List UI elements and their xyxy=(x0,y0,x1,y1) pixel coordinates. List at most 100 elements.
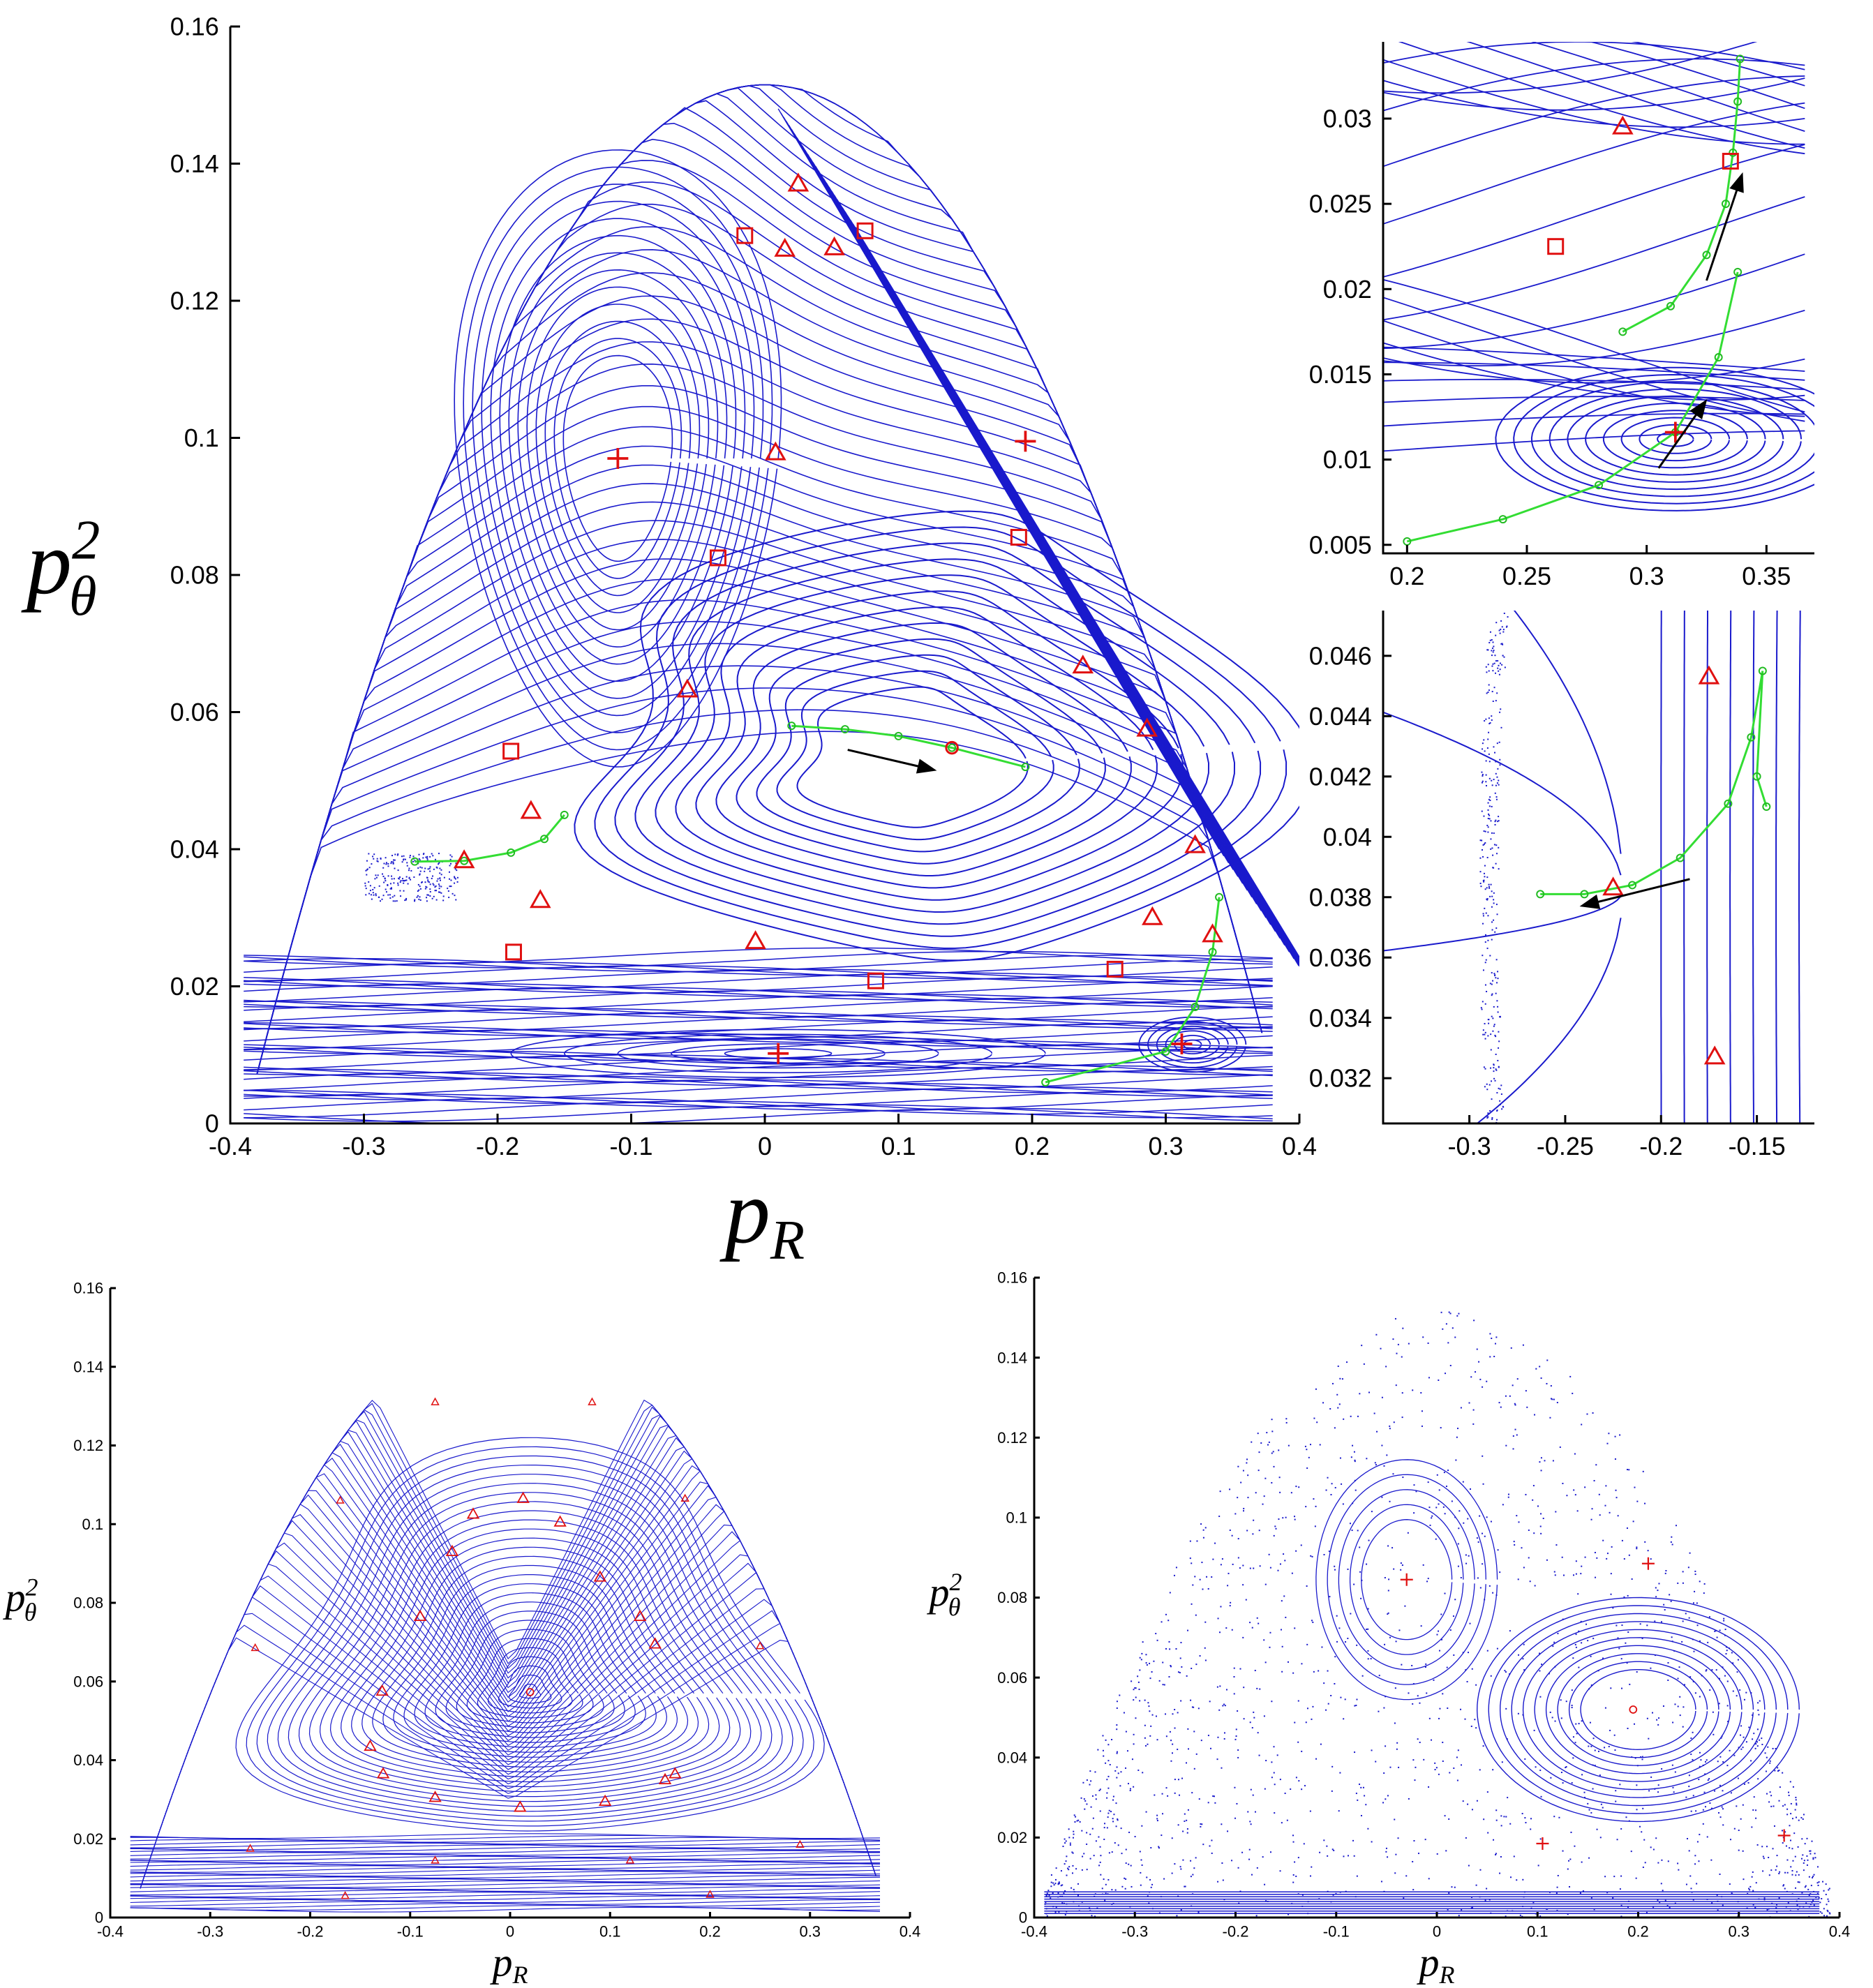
chaos-point xyxy=(1084,1808,1086,1810)
continuation-point xyxy=(1762,802,1771,812)
chaos-point xyxy=(1447,1342,1449,1344)
chaos-point xyxy=(1452,1615,1454,1617)
chaos-point xyxy=(1534,1414,1536,1416)
chaos-point xyxy=(1567,1868,1569,1870)
chaos-point xyxy=(1487,831,1489,833)
chaos-point xyxy=(1495,1036,1497,1038)
chaos-point xyxy=(392,861,394,863)
chaos-point xyxy=(1528,1529,1530,1531)
chaos-point xyxy=(1249,1622,1251,1624)
orbit-loop xyxy=(499,234,737,682)
chaos-point xyxy=(1098,1836,1100,1838)
chaos-point xyxy=(1149,1710,1151,1712)
chaos-point xyxy=(1273,1746,1275,1748)
chaos-point xyxy=(1516,1879,1518,1881)
chaos-point xyxy=(1463,1522,1465,1524)
chaos-point xyxy=(1533,1729,1535,1731)
chaos-point xyxy=(364,882,366,884)
chaos-point xyxy=(1644,1541,1646,1543)
chaos-point xyxy=(1789,1825,1791,1827)
chaos-point xyxy=(1487,649,1489,651)
chaos-point xyxy=(1493,844,1495,846)
chaos-point xyxy=(1546,1359,1549,1361)
chaos-point xyxy=(1499,668,1501,671)
chaos-point xyxy=(1636,1671,1638,1673)
chaos-point xyxy=(419,885,421,888)
chaos-point xyxy=(1722,1761,1724,1763)
chaos-point xyxy=(1533,1532,1535,1534)
orbit-line xyxy=(1631,42,1805,87)
orbit-loop xyxy=(456,1629,604,1728)
chaos-point xyxy=(1571,1707,1573,1709)
chaos-point xyxy=(1555,1511,1557,1513)
chaos-point xyxy=(454,895,456,897)
chaos-point xyxy=(1162,1661,1164,1664)
chaos-point xyxy=(402,859,404,861)
chaos-point xyxy=(1064,1863,1066,1865)
chaos-point xyxy=(1588,1745,1590,1747)
chaos-point xyxy=(1574,1453,1576,1455)
chaos-point xyxy=(1195,1753,1197,1755)
chaos-point xyxy=(1168,1676,1170,1678)
chaos-point xyxy=(1795,1796,1797,1798)
chaos-point xyxy=(394,867,396,869)
chaos-point xyxy=(366,868,368,870)
chaos-point xyxy=(1445,1486,1447,1488)
chaos-point xyxy=(1361,1675,1364,1677)
chaos-point xyxy=(1576,1510,1579,1512)
chaos-point xyxy=(1689,1552,1691,1554)
chaos-point xyxy=(1275,1527,1277,1530)
y-tick-label: 0.12 xyxy=(170,287,219,315)
chaos-point xyxy=(1373,1412,1375,1414)
chaos-point xyxy=(1105,1762,1107,1764)
chaos-point xyxy=(1378,1675,1380,1677)
chaos-point xyxy=(1610,1573,1612,1575)
chaos-point xyxy=(1487,915,1489,917)
chaos-point xyxy=(1491,1080,1493,1082)
chaos-point xyxy=(1368,1539,1370,1541)
orbit-line xyxy=(244,1079,1273,1097)
chaos-point xyxy=(1309,1444,1311,1446)
chaos-point xyxy=(1072,1852,1074,1854)
chaos-point xyxy=(1482,742,1484,745)
chaos-point xyxy=(1539,1915,1542,1918)
chaos-point xyxy=(1522,1344,1524,1346)
chaos-point xyxy=(1784,1888,1786,1890)
chaos-point xyxy=(1174,1863,1176,1865)
chaos-point xyxy=(1523,1669,1525,1671)
chaos-point xyxy=(1502,1504,1504,1506)
chaos-point xyxy=(1776,1911,1778,1913)
chaos-point xyxy=(1766,1846,1768,1848)
x-tick-label: -0.2 xyxy=(1223,1923,1249,1941)
chaos-point xyxy=(1492,854,1494,856)
chaos-point xyxy=(1165,1647,1167,1650)
chaos-point xyxy=(1484,865,1486,867)
chaos-point xyxy=(1329,1596,1331,1598)
chaos-point xyxy=(1147,1702,1149,1704)
continuation-point xyxy=(1215,892,1224,902)
orbit-loop xyxy=(1639,424,1712,454)
chaos-point xyxy=(1500,620,1502,622)
chaos-point xyxy=(1435,1767,1438,1769)
chaos-point xyxy=(1682,1726,1684,1728)
chaos-point xyxy=(1484,1031,1486,1033)
chaos-point xyxy=(1488,1899,1491,1901)
chaos-point xyxy=(1661,1859,1663,1861)
continuation-point xyxy=(948,743,957,752)
chaos-point xyxy=(1163,1878,1165,1880)
chaos-point xyxy=(1671,1544,1673,1546)
chaos-point xyxy=(456,876,458,879)
y-tick-label: 0.1 xyxy=(1006,1509,1028,1527)
chaos-point xyxy=(1438,1717,1440,1719)
y-tick-label: 0.1 xyxy=(184,424,219,452)
chaos-point xyxy=(1496,1092,1498,1094)
orbit-loop xyxy=(1511,1621,1766,1798)
chaos-point xyxy=(1420,1625,1422,1627)
chaos-point xyxy=(1458,1915,1460,1917)
chaos-point xyxy=(1107,1878,1110,1881)
chaos-point xyxy=(1807,1888,1809,1890)
chaos-point xyxy=(1221,1823,1223,1825)
chaos-point xyxy=(1200,1523,1202,1525)
chaos-point xyxy=(1249,1721,1251,1724)
x-tick-label: -0.3 xyxy=(1121,1923,1148,1941)
